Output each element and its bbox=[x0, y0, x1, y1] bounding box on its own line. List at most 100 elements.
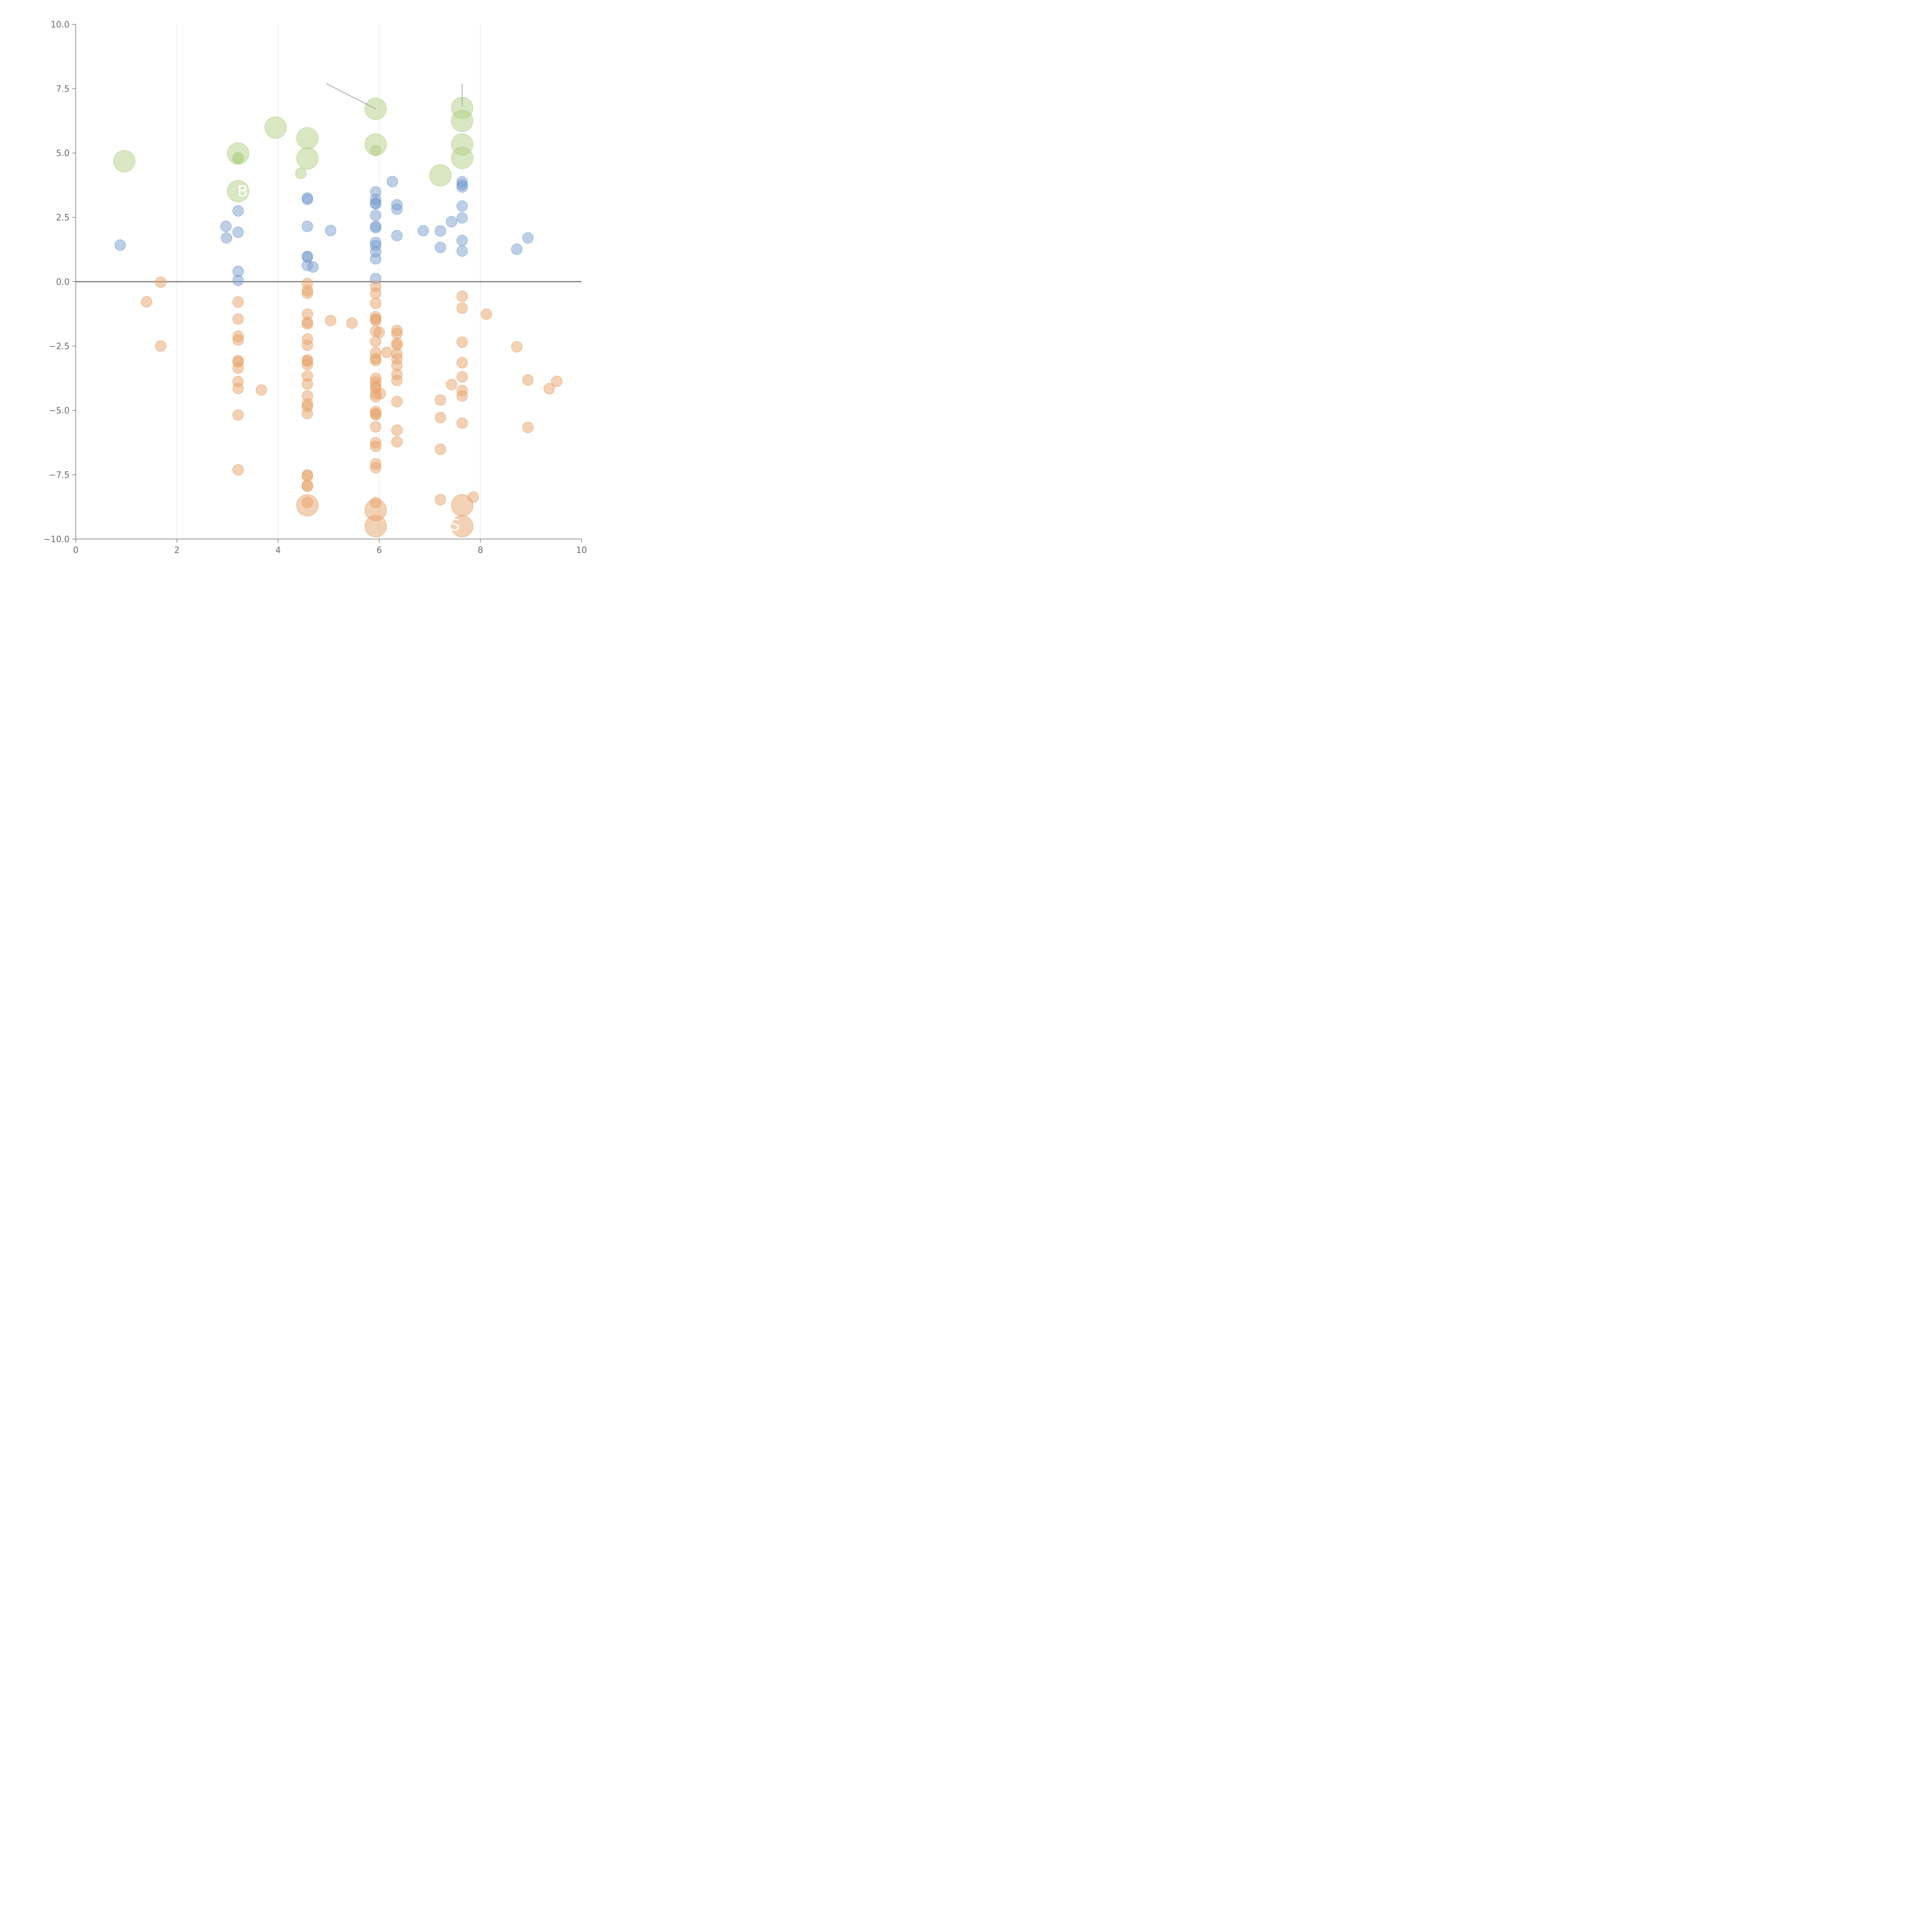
data-point-negative bbox=[551, 376, 563, 387]
data-point-negative bbox=[232, 334, 244, 346]
data-point-negative bbox=[522, 374, 534, 386]
data-points bbox=[113, 97, 563, 537]
data-point-positive bbox=[232, 275, 244, 286]
data-point-negative bbox=[435, 494, 446, 505]
data-point-negative bbox=[374, 388, 386, 400]
data-point-negative bbox=[302, 408, 313, 420]
data-point-negative bbox=[302, 318, 313, 330]
y-tick-label: −2.5 bbox=[49, 342, 70, 352]
data-point-positive bbox=[435, 225, 446, 237]
data-point-positive bbox=[370, 222, 381, 233]
data-point-negative bbox=[522, 422, 534, 433]
data-point-negative bbox=[302, 359, 313, 370]
x-tick-label: 4 bbox=[276, 546, 281, 555]
y-tick-label: 5.0 bbox=[56, 149, 70, 158]
data-point-negative bbox=[456, 390, 468, 402]
data-point-negative bbox=[370, 298, 381, 309]
data-point-negative bbox=[255, 384, 267, 396]
data-point-negative bbox=[155, 340, 167, 352]
data-point-negative bbox=[232, 383, 244, 394]
data-point-negative bbox=[435, 394, 446, 406]
data-point-positive bbox=[456, 245, 468, 257]
data-point-labelled-positive bbox=[227, 180, 249, 202]
data-point-positive bbox=[456, 235, 468, 246]
data-point-negative bbox=[391, 424, 403, 436]
data-point-negative bbox=[370, 440, 381, 452]
x-tick-label: 10 bbox=[576, 546, 587, 555]
data-point-labelled-positive bbox=[451, 147, 473, 169]
data-point-negative bbox=[511, 341, 522, 352]
data-point-negative bbox=[391, 375, 403, 386]
data-point-positive bbox=[522, 232, 534, 244]
y-tick-label: −7.5 bbox=[49, 471, 70, 480]
data-point-positive bbox=[325, 224, 337, 236]
data-point-labelled-positive bbox=[113, 150, 136, 172]
data-point-negative bbox=[456, 303, 468, 314]
data-point-positive bbox=[221, 232, 232, 244]
data-point-negative bbox=[141, 296, 152, 308]
y-tick-label: −10.0 bbox=[44, 535, 70, 544]
data-point-labelled-negative bbox=[451, 494, 473, 517]
data-point-negative bbox=[370, 315, 381, 326]
data-point-positive bbox=[370, 198, 381, 209]
data-point-positive bbox=[456, 212, 468, 224]
annotations: BS bbox=[237, 83, 463, 534]
x-tick-label: 8 bbox=[478, 546, 483, 555]
data-point-negative bbox=[232, 313, 244, 325]
data-point-positive bbox=[370, 253, 381, 265]
data-point-negative bbox=[370, 409, 381, 420]
data-point-negative bbox=[370, 421, 381, 433]
y-tick-label: 2.5 bbox=[56, 213, 70, 223]
y-tick-label: 10.0 bbox=[51, 20, 70, 30]
data-point-negative bbox=[456, 371, 468, 383]
data-point-positive bbox=[302, 221, 313, 232]
data-point-negative bbox=[325, 315, 337, 327]
point-label: S bbox=[450, 516, 460, 534]
data-point-negative bbox=[543, 383, 555, 395]
data-point-positive bbox=[307, 261, 319, 273]
x-tick-label: 6 bbox=[376, 546, 382, 555]
data-point-negative bbox=[381, 347, 393, 358]
data-point-labelled-positive bbox=[370, 145, 381, 156]
data-point-positive bbox=[391, 230, 403, 242]
y-tick-label: −5.0 bbox=[49, 406, 70, 416]
data-point-negative bbox=[370, 287, 381, 299]
data-point-positive bbox=[435, 242, 446, 253]
data-point-negative bbox=[446, 379, 457, 390]
data-point-negative bbox=[302, 287, 313, 299]
data-point-positive bbox=[232, 205, 244, 217]
data-point-negative bbox=[232, 409, 244, 421]
data-point-negative bbox=[155, 276, 167, 288]
data-point-labelled-positive bbox=[296, 127, 319, 150]
data-point-labelled-negative bbox=[451, 515, 473, 537]
x-tick-label: 0 bbox=[73, 546, 78, 555]
data-point-labelled-positive bbox=[295, 168, 307, 179]
data-point-negative bbox=[302, 481, 313, 492]
x-tick-label: 2 bbox=[174, 546, 180, 555]
data-point-negative bbox=[456, 337, 468, 348]
data-point-negative bbox=[302, 340, 313, 351]
data-point-negative bbox=[435, 444, 446, 455]
data-point-positive bbox=[232, 226, 244, 238]
data-point-negative bbox=[346, 317, 358, 329]
data-point-positive bbox=[511, 243, 522, 255]
data-point-negative bbox=[232, 464, 244, 476]
y-tick-label: 0.0 bbox=[56, 277, 70, 287]
axes: 10.0 7.5 5.0 2.5 0.0 −2.5 −5.0 −7.5 −10.00 2 4 6 8 10 bbox=[44, 20, 587, 555]
data-point-positive bbox=[114, 239, 126, 251]
data-point-labelled-positive bbox=[264, 116, 287, 139]
data-point-labelled-negative bbox=[364, 515, 387, 537]
data-point-negative bbox=[302, 378, 313, 390]
data-point-positive bbox=[417, 225, 429, 236]
leader-line bbox=[326, 83, 376, 109]
point-label: B bbox=[237, 183, 248, 201]
data-point-positive bbox=[391, 203, 403, 215]
data-point-negative bbox=[370, 462, 381, 474]
data-point-positive bbox=[220, 221, 232, 232]
data-point-positive bbox=[370, 209, 381, 221]
data-point-negative bbox=[232, 296, 244, 308]
data-point-labelled-positive bbox=[232, 153, 244, 165]
data-point-positive bbox=[302, 194, 313, 205]
data-point-labelled-positive bbox=[451, 110, 473, 132]
data-point-labelled-positive bbox=[296, 147, 319, 170]
